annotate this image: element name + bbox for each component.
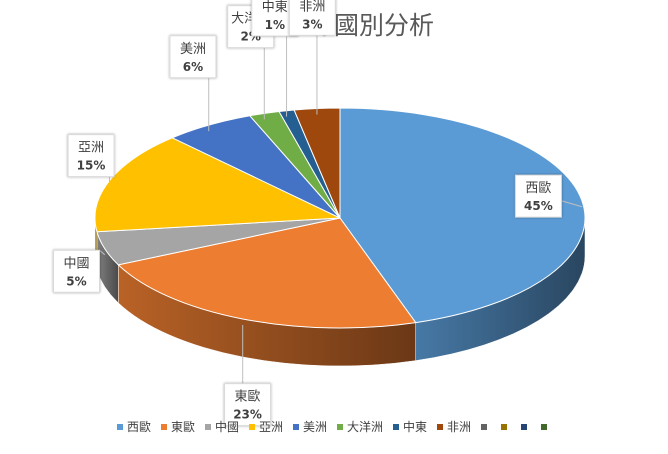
legend-label: 大洋洲 [347,420,384,434]
data-label-value: 5% [66,274,86,288]
legend-swatch [116,423,123,430]
legend-swatch [293,423,299,430]
data-label-1: 西歐 45% [514,174,583,218]
data-label-category: 中國 [63,256,89,271]
legend-item-1: 西歐 [116,418,151,435]
data-label-value: 45% [524,199,553,213]
legend-swatch [204,423,211,430]
legend-extra-marker [481,420,491,434]
data-label-value: 1% [265,18,285,32]
legend-item-4: 亞洲 [248,418,283,435]
legend-item-3: 中國 [204,418,239,435]
data-label-value: 15% [77,159,106,173]
legend-swatch [437,423,444,430]
data-label-8: 非洲 3% [288,0,336,115]
data-label-category: 非洲 [299,0,325,14]
data-label-2: 東歐 23% [224,324,272,427]
legend-swatch [541,424,548,430]
legend-swatch [160,423,167,430]
legend-swatch [501,424,508,430]
legend-swatch [481,424,488,430]
data-label-category: 東歐 [235,389,261,405]
legend-item-6: 大洋洲 [337,418,383,435]
legend-extra-marker [521,420,531,434]
legend-label: 中東 [403,420,428,434]
data-label-3: 中國 5% [52,249,106,293]
legend-swatch [521,424,528,430]
legend-extra-marker [501,420,511,434]
legend-label: 中國 [214,420,239,434]
legend: 西歐 東歐 中國 亞洲 美洲 大洋洲 中東 非洲 [0,418,668,435]
legend-swatch [337,423,344,430]
legend-item-2: 東歐 [160,418,195,435]
legend-swatch [248,423,255,430]
data-label-category: 亞洲 [78,141,104,156]
legend-label: 非洲 [447,420,472,434]
legend-item-8: 非洲 [437,418,471,435]
data-label-5: 美洲 6% [169,35,217,132]
legend-label: 美洲 [303,420,328,434]
slice-2-top [117,217,417,329]
data-label-category: 西歐 [525,181,551,196]
legend-swatch [393,423,400,430]
legend-item-7: 中東 [393,418,427,435]
legend-label: 東歐 [170,420,195,434]
legend-label: 亞洲 [258,420,283,434]
legend-label: 西歐 [126,420,151,434]
data-label-category: 美洲 [180,42,206,57]
data-label-value: 23% [233,408,262,422]
legend-item-5: 美洲 [293,418,327,435]
data-label-value: 6% [183,60,203,74]
data-label-value: 3% [302,17,322,31]
slice-1-top [339,107,586,324]
data-label-4: 亞洲 15% [67,134,115,187]
data-label-category: 中東 [262,0,288,15]
legend-extra-marker [541,420,551,434]
